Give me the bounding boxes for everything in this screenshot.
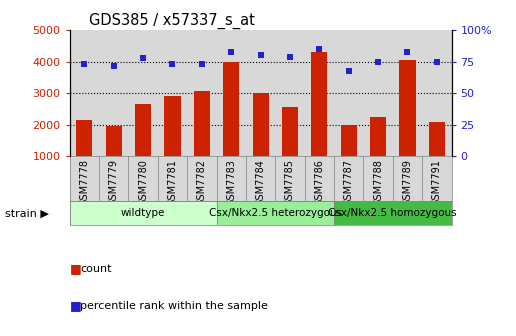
Point (256, 53, 265, 58)
Point (109, 63, 118, 68)
Text: ■: ■ (70, 299, 82, 312)
Bar (275, 157, 304, 201)
Bar (246, 157, 275, 201)
Bar (363, 157, 393, 201)
Bar (217, 157, 246, 201)
Text: GSM7789: GSM7789 (402, 159, 412, 206)
Point (198, 61, 206, 67)
Text: GSM7786: GSM7786 (314, 159, 325, 206)
Bar (99, 157, 128, 201)
Text: GSM7791: GSM7791 (432, 159, 442, 206)
Bar (70, 30, 99, 157)
Bar (70, 157, 99, 201)
Bar (334, 157, 363, 201)
Bar (304, 30, 334, 157)
Text: GSM7782: GSM7782 (197, 159, 207, 206)
Text: count: count (80, 264, 111, 274)
Bar (217, 201, 334, 225)
Bar (223, 62, 239, 157)
Bar (165, 96, 181, 157)
Bar (187, 157, 217, 201)
Text: GSM7779: GSM7779 (109, 159, 119, 206)
Bar (422, 157, 452, 201)
Bar (422, 30, 452, 157)
Bar (399, 60, 415, 157)
Bar (334, 201, 452, 225)
Text: Csx/Nkx2.5 homozygous: Csx/Nkx2.5 homozygous (329, 208, 457, 218)
Bar (70, 201, 217, 225)
Bar (76, 120, 92, 157)
Bar (304, 157, 334, 201)
Point (315, 46, 324, 52)
Bar (158, 30, 187, 157)
Text: Csx/Nkx2.5 heterozygous: Csx/Nkx2.5 heterozygous (208, 208, 342, 218)
Bar (246, 30, 275, 157)
Text: wildtype: wildtype (121, 208, 165, 218)
Bar (106, 126, 122, 157)
Text: strain ▶: strain ▶ (5, 208, 49, 218)
Text: GSM7788: GSM7788 (373, 159, 383, 206)
Bar (311, 52, 328, 157)
Bar (334, 30, 363, 157)
Bar (282, 107, 298, 157)
Point (404, 49, 412, 54)
Bar (158, 157, 187, 201)
Bar (341, 125, 357, 157)
Point (286, 54, 294, 59)
Bar (363, 30, 393, 157)
Point (374, 59, 382, 65)
Bar (187, 30, 217, 157)
Text: ■: ■ (70, 262, 82, 275)
Bar (429, 122, 445, 157)
Point (345, 68, 353, 73)
Bar (393, 30, 422, 157)
Bar (393, 157, 422, 201)
Bar (252, 93, 269, 157)
Bar (194, 91, 210, 157)
Bar (275, 30, 304, 157)
Point (168, 61, 176, 67)
Text: GSM7783: GSM7783 (226, 159, 236, 206)
Text: percentile rank within the sample: percentile rank within the sample (80, 301, 268, 311)
Bar (370, 117, 386, 157)
Point (433, 59, 441, 65)
Bar (128, 30, 158, 157)
Text: GSM7780: GSM7780 (138, 159, 148, 206)
Bar (99, 30, 128, 157)
Text: GSM7787: GSM7787 (344, 159, 353, 206)
Bar (128, 157, 158, 201)
Text: GSM7778: GSM7778 (79, 159, 89, 206)
Bar (135, 104, 151, 157)
Point (80, 61, 88, 67)
Text: GSM7781: GSM7781 (168, 159, 178, 206)
Bar (217, 30, 246, 157)
Point (139, 55, 147, 61)
Text: GDS385 / x57337_s_at: GDS385 / x57337_s_at (89, 13, 254, 29)
Text: GSM7784: GSM7784 (255, 159, 266, 206)
Point (227, 49, 235, 54)
Text: GSM7785: GSM7785 (285, 159, 295, 206)
